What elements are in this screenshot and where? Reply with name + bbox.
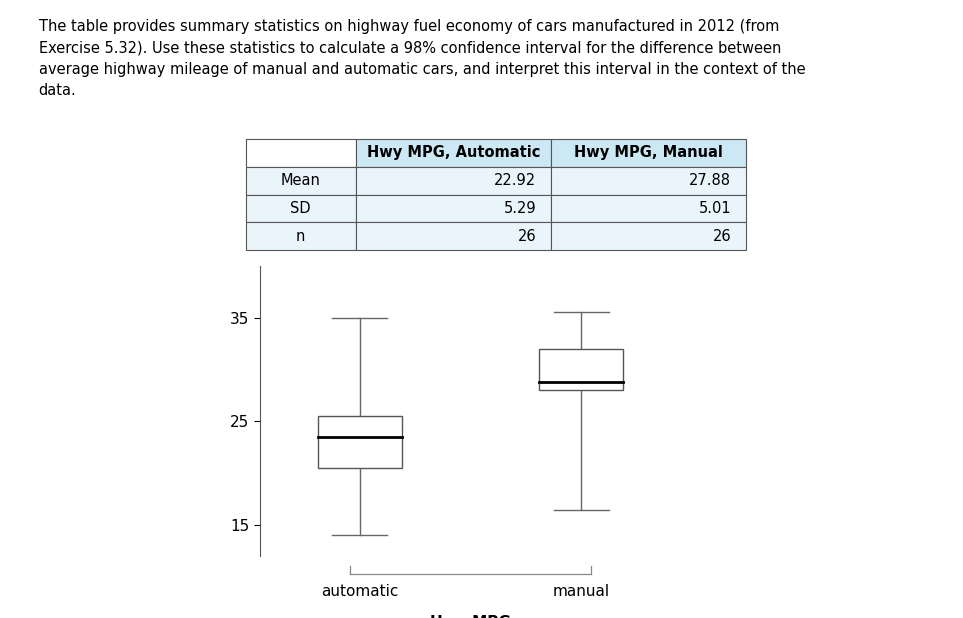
Text: 26: 26 [517,229,536,244]
FancyBboxPatch shape [551,167,746,195]
Text: manual: manual [553,584,610,599]
Text: SD: SD [290,201,311,216]
FancyBboxPatch shape [355,195,551,222]
Text: 26: 26 [713,229,731,244]
Text: 5.01: 5.01 [699,201,731,216]
Text: Mean: Mean [280,173,321,188]
FancyBboxPatch shape [246,167,355,195]
FancyBboxPatch shape [246,222,355,250]
Text: automatic: automatic [321,584,399,599]
FancyBboxPatch shape [551,195,746,222]
FancyBboxPatch shape [551,222,746,250]
Text: n: n [296,229,305,244]
FancyBboxPatch shape [551,139,746,167]
FancyBboxPatch shape [355,222,551,250]
Text: The table provides summary statistics on highway fuel economy of cars manufactur: The table provides summary statistics on… [39,19,805,98]
FancyBboxPatch shape [246,195,355,222]
Bar [318,416,402,468]
FancyBboxPatch shape [355,167,551,195]
Text: Hwy MPG: Hwy MPG [430,615,510,618]
Text: 27.88: 27.88 [690,173,731,188]
Text: 5.29: 5.29 [504,201,536,216]
Bar [539,349,623,390]
Text: 22.92: 22.92 [494,173,536,188]
Text: Hwy MPG, Manual: Hwy MPG, Manual [574,145,723,161]
Text: Hwy MPG, Automatic: Hwy MPG, Automatic [367,145,540,161]
FancyBboxPatch shape [355,139,551,167]
FancyBboxPatch shape [246,139,355,167]
